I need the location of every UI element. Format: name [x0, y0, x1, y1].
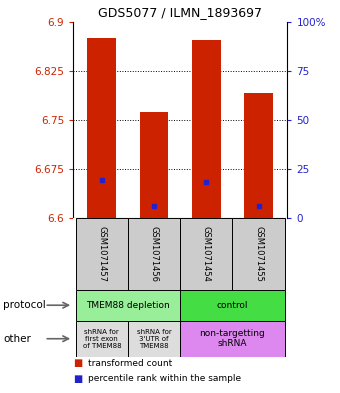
Bar — [76, 290, 180, 321]
Text: TMEM88 depletion: TMEM88 depletion — [86, 301, 170, 310]
Title: GDS5077 / ILMN_1893697: GDS5077 / ILMN_1893697 — [98, 6, 262, 19]
Bar — [128, 218, 180, 290]
Text: ■: ■ — [73, 358, 82, 368]
Text: shRNA for
3'UTR of
TMEM88: shRNA for 3'UTR of TMEM88 — [137, 329, 171, 349]
Text: control: control — [217, 301, 248, 310]
Text: protocol: protocol — [3, 300, 46, 310]
Bar — [140, 112, 168, 218]
Bar — [180, 218, 233, 290]
Bar — [180, 290, 285, 321]
Bar — [244, 94, 273, 218]
Text: GSM1071457: GSM1071457 — [97, 226, 106, 282]
Text: shRNA for
first exon
of TMEM88: shRNA for first exon of TMEM88 — [83, 329, 121, 349]
Bar — [87, 38, 116, 218]
Text: GSM1071455: GSM1071455 — [254, 226, 263, 282]
Bar — [233, 218, 285, 290]
Bar — [76, 218, 128, 290]
Text: non-targetting
shRNA: non-targetting shRNA — [200, 329, 265, 349]
Bar — [76, 321, 128, 357]
Text: GSM1071454: GSM1071454 — [202, 226, 211, 282]
Text: ■: ■ — [73, 374, 82, 384]
Text: other: other — [3, 334, 31, 344]
Text: transformed count: transformed count — [88, 358, 172, 367]
Bar — [128, 321, 180, 357]
Text: percentile rank within the sample: percentile rank within the sample — [88, 375, 241, 384]
Bar — [180, 321, 285, 357]
Bar — [192, 40, 221, 218]
Text: GSM1071456: GSM1071456 — [150, 226, 158, 282]
